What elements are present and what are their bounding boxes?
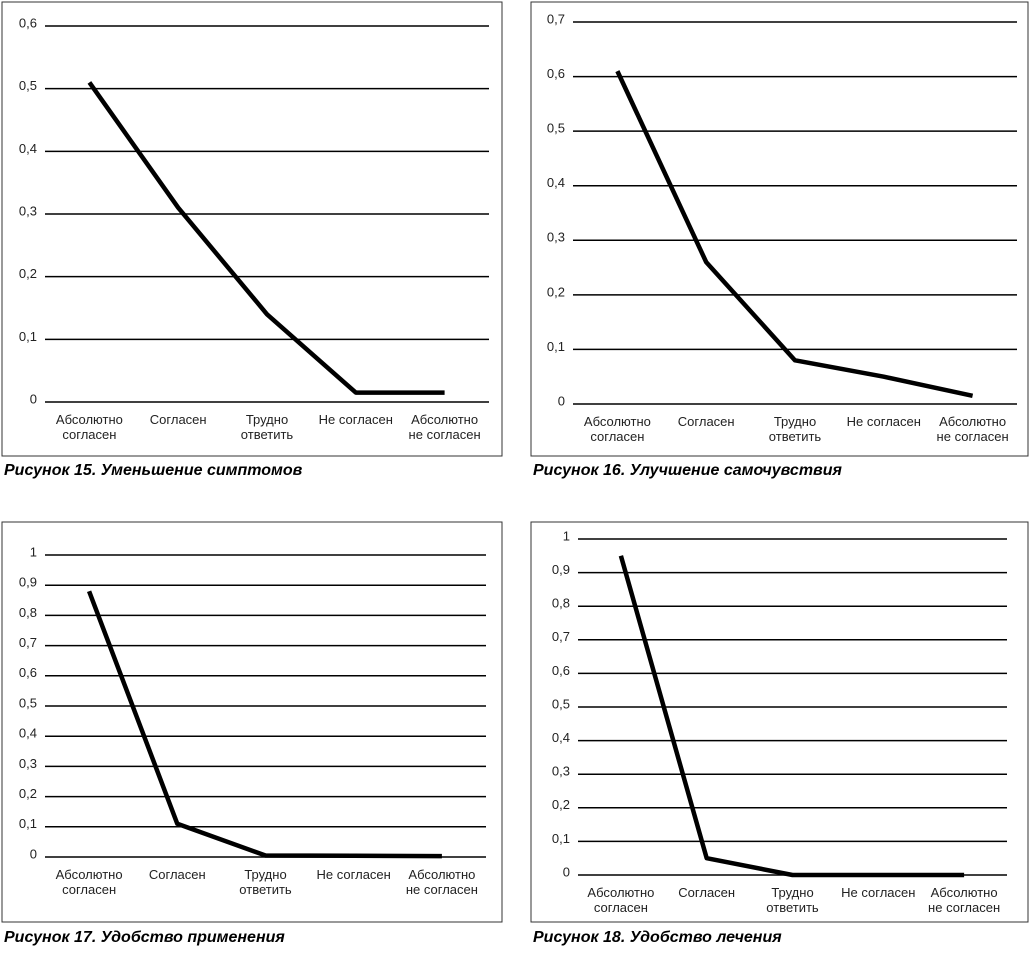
chart: 0 0,1 0,2 0,3 0,4 0,5 0,6 0,7 0,8 0,9 1 Абсолютно со… xyxy=(530,521,1029,946)
y-tick-label: 0 xyxy=(563,864,570,879)
chart: 0 0,1 0,2 0,3 0,4 0,5 0,6 0,7 Абсолютно согласен С… xyxy=(530,1,1029,479)
y-tick-label: 0,4 xyxy=(19,141,37,156)
y-tick-label: 0,4 xyxy=(547,175,565,190)
x-tick-label: Абсолютно не согласен xyxy=(937,414,1009,444)
x-tick-label: Абсолютно согласен xyxy=(56,867,123,897)
x-tick-label: Не согласен xyxy=(319,412,393,427)
x-tick-label: Согласен xyxy=(150,412,207,427)
y-tick-label: 0,6 xyxy=(547,66,565,81)
y-tick-label: 0,1 xyxy=(547,339,565,354)
data-line xyxy=(87,81,445,395)
y-tick-label: 0,8 xyxy=(19,605,37,620)
x-tick-label: Абсолютно не согласен xyxy=(406,867,478,897)
y-tick-label: 0,6 xyxy=(552,663,570,678)
y-tick-label: 0,2 xyxy=(19,786,37,801)
chart: 0 0,1 0,2 0,3 0,4 0,5 0,6 0,7 0,8 0,9 1 Абсолютно со… xyxy=(1,521,503,946)
chart-frame xyxy=(1,1,503,457)
y-tick-label: 0 xyxy=(30,391,37,406)
chart: 0 0,1 0,2 0,3 0,4 0,5 0,6 Абсолютно согласен Согл… xyxy=(1,1,503,479)
x-tick-label: Согласен xyxy=(678,885,735,900)
y-tick-label: 1 xyxy=(563,528,570,543)
x-tick-label: Трудно ответить xyxy=(239,867,292,897)
data-line xyxy=(615,70,974,399)
y-tick-label: 0,4 xyxy=(19,726,37,741)
y-tick-label: 0 xyxy=(30,846,37,861)
y-tick-label: 0,3 xyxy=(547,230,565,245)
y-tick-label: 0,6 xyxy=(19,665,37,680)
x-tick-label: Абсолютно согласен xyxy=(56,412,123,442)
y-tick-label: 1 xyxy=(30,544,37,559)
y-tick-label: 0,3 xyxy=(19,203,37,218)
x-tick-label: Абсолютно не согласен xyxy=(409,412,481,442)
y-tick-label: 0,7 xyxy=(552,629,570,644)
chart-frame xyxy=(1,521,503,923)
chart-frame xyxy=(530,1,1029,457)
figure-caption: Рисунок 15. Уменьшение симптомов xyxy=(4,462,303,479)
y-tick-label: 0,8 xyxy=(552,596,570,611)
y-tick-label: 0,3 xyxy=(19,756,37,771)
y-tick-label: 0,6 xyxy=(19,15,37,30)
y-tick-label: 0,2 xyxy=(547,284,565,299)
x-tick-label: Не согласен xyxy=(841,885,915,900)
y-tick-label: 0,9 xyxy=(19,575,37,590)
y-tick-label: 0,5 xyxy=(552,696,570,711)
data-line xyxy=(618,555,965,878)
chart-frame xyxy=(530,521,1029,923)
y-tick-label: 0,4 xyxy=(552,730,570,745)
figure-caption: Рисунок 18. Удобство лечения xyxy=(533,929,782,946)
y-tick-label: 0,2 xyxy=(19,266,37,281)
y-tick-label: 0,1 xyxy=(552,831,570,846)
x-tick-label: Согласен xyxy=(678,414,735,429)
y-tick-label: 0,2 xyxy=(552,797,570,812)
x-tick-label: Трудно ответить xyxy=(766,885,819,915)
y-tick-label: 0,7 xyxy=(19,635,37,650)
x-tick-label: Не согласен xyxy=(317,867,391,882)
y-tick-label: 0,1 xyxy=(19,329,37,344)
data-line xyxy=(86,590,442,859)
y-tick-label: 0,5 xyxy=(547,121,565,136)
y-tick-label: 0,9 xyxy=(552,562,570,577)
y-tick-label: 0,1 xyxy=(19,816,37,831)
x-tick-label: Абсолютно согласен xyxy=(587,885,654,915)
y-tick-label: 0,7 xyxy=(547,11,565,26)
figure-caption: Рисунок 16. Улучшение самочувствия xyxy=(533,462,842,479)
x-tick-label: Трудно ответить xyxy=(769,414,822,444)
x-tick-label: Абсолютно не согласен xyxy=(928,885,1000,915)
y-tick-label: 0,5 xyxy=(19,78,37,93)
y-tick-label: 0 xyxy=(558,393,565,408)
x-tick-label: Абсолютно согласен xyxy=(584,414,651,444)
y-tick-label: 0,5 xyxy=(19,695,37,710)
x-tick-label: Не согласен xyxy=(847,414,921,429)
x-tick-label: Согласен xyxy=(149,867,206,882)
x-tick-label: Трудно ответить xyxy=(241,412,294,442)
y-tick-label: 0,3 xyxy=(552,764,570,779)
figure-caption: Рисунок 17. Удобство применения xyxy=(4,929,285,946)
